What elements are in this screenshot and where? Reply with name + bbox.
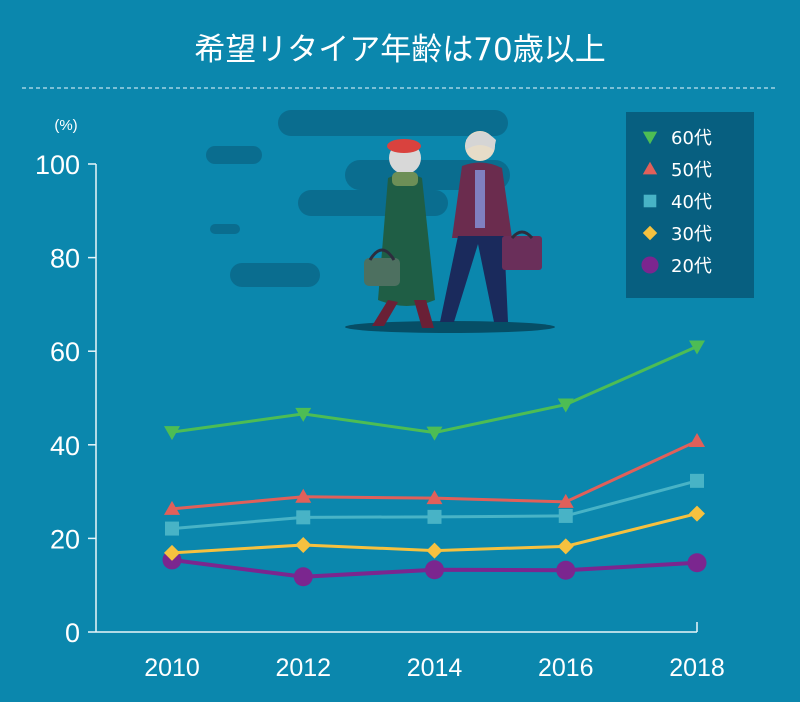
retired-couple-illustration (206, 110, 555, 333)
legend-marker (642, 225, 658, 241)
data-point (426, 426, 443, 441)
data-point (293, 567, 313, 587)
y-ticks: 0 20 40 60 80 100 (35, 150, 96, 648)
data-point (164, 426, 180, 441)
data-point (425, 560, 444, 580)
y-unit-label: (%) (54, 117, 77, 134)
data-point (295, 536, 312, 553)
data-point (558, 508, 573, 523)
data-point (690, 473, 704, 488)
series-line (171, 345, 698, 435)
x-tick-label: 2012 (275, 654, 331, 682)
legend-marker (641, 256, 659, 274)
data-point (165, 521, 179, 536)
y-tick-label: 20 (50, 524, 80, 554)
data-point (426, 542, 443, 559)
x-tick-label: 2014 (407, 654, 463, 682)
data-point (164, 544, 180, 561)
x-ticks: 2010 2012 2014 2016 2018 (144, 654, 725, 682)
data-point (689, 505, 705, 522)
legend-label: 60代 (671, 128, 712, 149)
legend-label: 50代 (671, 160, 712, 181)
data-point (557, 493, 574, 508)
chart-title: 希望リタイア年齢は70歳以上 (194, 32, 605, 68)
y-tick-label: 40 (50, 431, 80, 461)
data-point (296, 510, 311, 525)
legend: 60代 50代 40代 30代 20代 (626, 112, 754, 298)
legend-label: 30代 (671, 224, 712, 245)
data-point (689, 433, 705, 448)
data-point (557, 398, 574, 413)
data-point (427, 509, 442, 524)
y-tick-label: 0 (65, 618, 80, 648)
x-tick-label: 2016 (538, 654, 594, 682)
legend-label: 40代 (671, 192, 712, 213)
data-point (689, 340, 705, 355)
series-layer (162, 340, 707, 587)
legend-marker (642, 161, 658, 175)
data-point (687, 553, 707, 573)
y-tick-label: 80 (50, 244, 80, 274)
data-point (164, 500, 180, 515)
legend-label: 20代 (671, 256, 712, 277)
legend-marker (643, 194, 657, 208)
data-point (556, 560, 576, 580)
data-point (426, 490, 443, 505)
x-tick-label: 2018 (669, 654, 725, 682)
x-tick-label: 2010 (144, 654, 200, 682)
y-tick-label: 60 (50, 337, 80, 367)
y-tick-label: 100 (35, 150, 80, 180)
legend-marker (642, 131, 658, 145)
data-point (295, 488, 312, 503)
data-point (557, 538, 574, 555)
data-point (295, 407, 312, 422)
